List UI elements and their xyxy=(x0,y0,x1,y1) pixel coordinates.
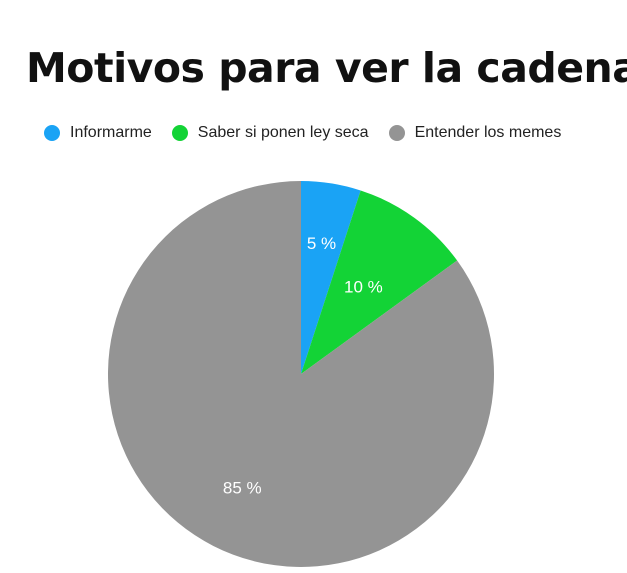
legend-swatch-ley-seca xyxy=(171,125,188,141)
legend-item-informarme: Informarme xyxy=(44,124,152,142)
pie-slice-memes xyxy=(107,181,494,567)
slice-label-ley-seca: 10 % xyxy=(344,278,383,297)
legend-swatch-memes xyxy=(388,125,405,141)
legend-item-ley-seca: Saber si ponen ley seca xyxy=(171,124,369,142)
chart-legend: Informarme Saber si ponen ley seca Enten… xyxy=(44,124,581,142)
legend-label-ley-seca: Saber si ponen ley seca xyxy=(197,124,369,141)
legend-label-informarme: Informarme xyxy=(70,124,152,141)
pie-slices xyxy=(107,181,494,567)
legend-item-memes: Entender los memes xyxy=(388,124,562,142)
pie-slice-ley-seca xyxy=(301,190,458,374)
pie-labels: 5 % 10 % 85 % xyxy=(223,234,383,498)
pie-slice-informarme xyxy=(301,181,361,374)
legend-swatch-informarme xyxy=(44,125,60,141)
slice-label-memes: 85 % xyxy=(223,479,262,498)
slice-label-informarme: 5 % xyxy=(307,234,336,253)
chart-title: Motivos para ver la cadena xyxy=(26,44,627,92)
legend-label-memes: Entender los memes xyxy=(414,124,562,141)
